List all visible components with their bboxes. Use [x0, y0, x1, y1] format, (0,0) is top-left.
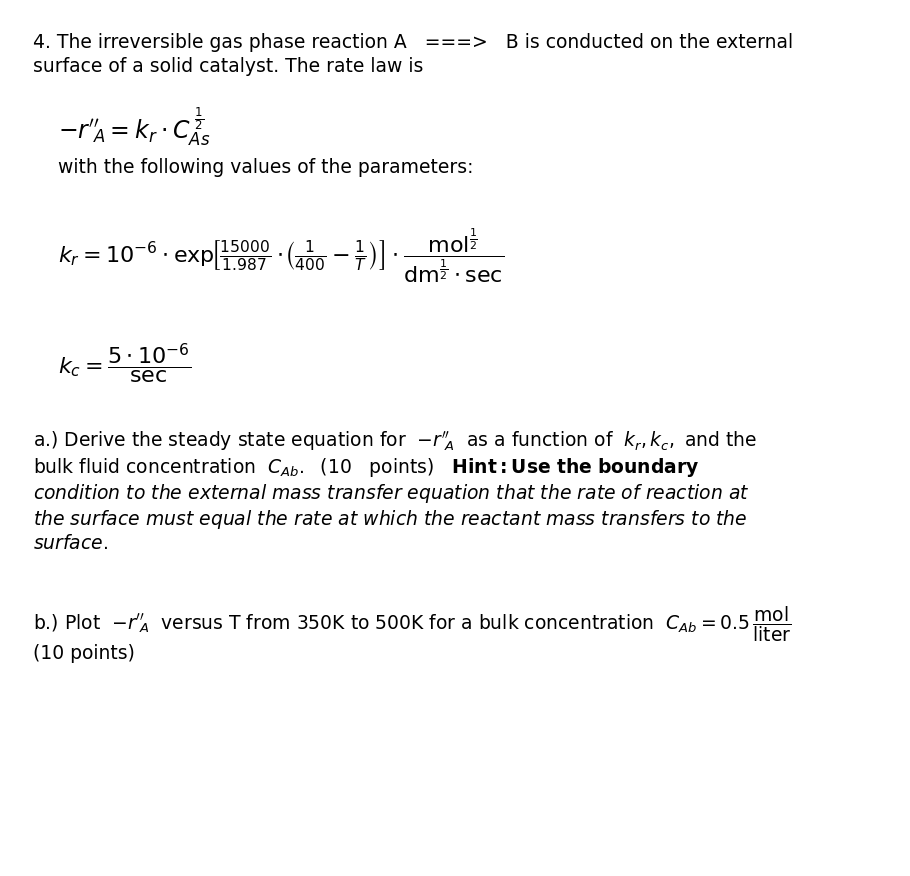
Text: $k_c = \dfrac{5 \cdot 10^{-6}}{\mathrm{sec}}$: $k_c = \dfrac{5 \cdot 10^{-6}}{\mathrm{s… — [58, 342, 191, 385]
Text: $-r^{\prime\prime}{}_{\!\!A} = k_r \cdot C_{As}^{\;\frac{1}{2}}$: $-r^{\prime\prime}{}_{\!\!A} = k_r \cdot… — [58, 105, 210, 148]
Text: $\mathbf{\mathit{the\ surface\ must\ equal\ the\ rate\ at\ which\ the\ reactant\: $\mathbf{\mathit{the\ surface\ must\ equ… — [33, 508, 748, 531]
Text: with the following values of the parameters:: with the following values of the paramet… — [58, 158, 473, 177]
Text: (10 points): (10 points) — [33, 644, 135, 663]
Text: b.) Plot  $-r^{\prime\prime}{}_{\!\!A}$  versus T from 350K to 500K for a bulk c: b.) Plot $-r^{\prime\prime}{}_{\!\!A}$ v… — [33, 604, 792, 645]
Text: 4. The irreversible gas phase reaction A   ===>   B is conducted on the external: 4. The irreversible gas phase reaction A… — [33, 33, 794, 53]
Text: a.) Derive the steady state equation for  $-r^{\prime\prime}{}_{\!\!A}$  as a fu: a.) Derive the steady state equation for… — [33, 429, 757, 453]
Text: $\mathbf{\mathit{surface.}}$: $\mathbf{\mathit{surface.}}$ — [33, 534, 108, 554]
Text: bulk fluid concentration  $C_{Ab}.$  (10   points)   $\mathbf{Hint: Use\ the\ bo: bulk fluid concentration $C_{Ab}.$ (10 p… — [33, 456, 700, 478]
Text: $k_r = 10^{-6} \cdot \mathrm{exp}\!\left[\frac{15000}{1.987}\cdot\!\left(\frac{1: $k_r = 10^{-6} \cdot \mathrm{exp}\!\left… — [58, 228, 504, 286]
Text: surface of a solid catalyst. The rate law is: surface of a solid catalyst. The rate la… — [33, 57, 423, 76]
Text: $\mathbf{\mathit{condition\ to\ the\ external\ mass\ transfer\ equation\ that\ t: $\mathbf{\mathit{condition\ to\ the\ ext… — [33, 482, 750, 505]
